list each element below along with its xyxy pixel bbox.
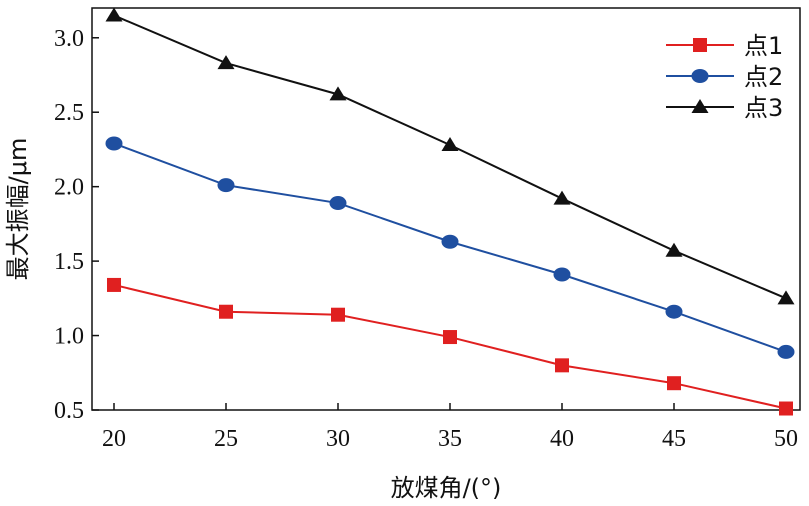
x-tick-label: 35 xyxy=(438,426,462,452)
y-axis-label: 最大振幅/μm xyxy=(4,138,32,281)
data-point xyxy=(665,242,683,257)
data-point xyxy=(331,307,345,322)
series-1 xyxy=(107,277,793,416)
legend-marker xyxy=(691,69,709,83)
legend-label: 点3 xyxy=(744,94,783,122)
legend-item: 点3 xyxy=(666,94,783,122)
series-3 xyxy=(105,7,795,305)
legend-label: 点2 xyxy=(744,63,783,91)
plot-frame xyxy=(91,7,801,411)
x-tick-label: 25 xyxy=(214,426,238,452)
series-line xyxy=(113,14,787,300)
x-axis-label: 放煤角/(°) xyxy=(391,474,502,502)
legend-item: 点1 xyxy=(666,32,783,60)
data-point xyxy=(443,330,457,345)
series-line xyxy=(113,283,787,410)
legend-item: 点2 xyxy=(666,63,783,91)
x-tick-label: 50 xyxy=(774,426,798,452)
data-point xyxy=(219,304,233,319)
data-point xyxy=(555,358,569,373)
axes xyxy=(91,7,801,411)
y-tick-label: 1.5 xyxy=(54,249,84,275)
data-point xyxy=(217,55,235,70)
data-point xyxy=(105,7,123,22)
legend-marker xyxy=(693,38,707,52)
legend: 点1 点2 点3 xyxy=(666,32,783,122)
data-point xyxy=(667,376,681,391)
x-tick-label: 45 xyxy=(662,426,686,452)
data-point xyxy=(441,234,459,249)
data-point xyxy=(553,267,571,282)
y-tick-label: 3.0 xyxy=(54,26,84,52)
data-point xyxy=(553,190,571,205)
data-point xyxy=(329,86,347,101)
legend-label: 点1 xyxy=(744,32,783,60)
data-point xyxy=(777,344,795,359)
y-tick-label: 1.0 xyxy=(54,324,84,350)
x-tick-label: 20 xyxy=(102,426,126,452)
x-tick-label: 40 xyxy=(550,426,574,452)
legend-marker xyxy=(691,99,709,113)
data-point xyxy=(441,136,459,151)
y-tick-label: 2.5 xyxy=(54,100,84,126)
data-point xyxy=(777,290,795,305)
y-tick-label: 2.0 xyxy=(54,175,84,201)
data-point xyxy=(779,401,793,416)
data-point xyxy=(665,304,683,319)
data-point xyxy=(217,178,235,193)
series-group xyxy=(105,7,795,416)
data-point xyxy=(329,196,347,211)
data-point xyxy=(105,136,123,151)
y-tick-label: 0.5 xyxy=(54,398,84,424)
ticks: 20 25 30 35 40 45 50 0.5 1.0 1.5 2.0 2.5 3.0 xyxy=(54,26,798,452)
x-tick-label: 30 xyxy=(326,426,350,452)
series-2 xyxy=(105,136,795,359)
data-point xyxy=(107,277,121,292)
